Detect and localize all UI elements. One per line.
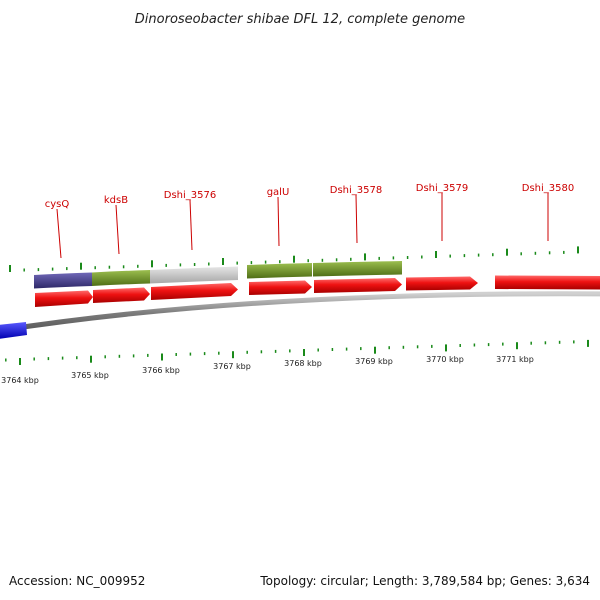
cds-arrow-kdsb	[93, 287, 150, 303]
cds-arrow-dshi3578	[314, 278, 402, 293]
scale-labels: 3764 kbp 3765 kbp 3766 kbp 3767 kbp 3768…	[1, 355, 534, 385]
cds-arrow-dshi3576	[151, 283, 238, 300]
cds-arrow-dshi3579	[406, 276, 478, 291]
leader-line-dshi3578	[355, 194, 358, 244]
gene-label-dshi3579[interactable]: Dshi_3579	[416, 183, 468, 194]
cds-arrow-galu	[249, 280, 312, 295]
cog-block-dshi3576	[150, 266, 238, 284]
gene-label-cysq[interactable]: cysQ	[45, 199, 70, 210]
scale-label-3765: 3765 kbp	[71, 371, 109, 380]
cds-arrow-dshi3580	[495, 275, 600, 290]
cog-track	[34, 261, 402, 289]
gene-label-kdsb[interactable]: kdsB	[104, 195, 128, 206]
cds-arrow-cysq	[35, 290, 93, 307]
gene-label-leaders	[56, 193, 549, 259]
scale-label-3769: 3769 kbp	[355, 357, 393, 366]
gene-label-dshi3578[interactable]: Dshi_3578	[330, 185, 382, 196]
genome-backbone	[0, 291, 600, 333]
cog-block-galu	[247, 263, 312, 279]
inner-tick-track	[5, 339, 589, 365]
scale-label-3768: 3768 kbp	[284, 359, 322, 368]
scale-label-3767: 3767 kbp	[213, 362, 251, 371]
leader-line-galu	[277, 196, 280, 247]
leader-line-kdsb	[115, 204, 120, 255]
cds-track	[35, 275, 600, 307]
map-title: Dinoroseobacter shibae DFL 12, complete …	[135, 12, 465, 27]
leader-line-cysq	[56, 208, 62, 259]
cog-block-cysq	[34, 272, 92, 289]
outer-tick-track	[9, 246, 579, 272]
leader-line-dshi3576	[189, 199, 193, 251]
gene-labels: cysQ kdsB Dshi_3576 galU Dshi_3578 Dshi_…	[45, 183, 574, 210]
scale-label-3764: 3764 kbp	[1, 376, 39, 385]
cog-block-kdsb	[92, 270, 150, 286]
scale-label-3770: 3770 kbp	[426, 355, 464, 364]
scale-label-3771: 3771 kbp	[496, 355, 534, 364]
gene-label-galu[interactable]: galU	[267, 187, 290, 198]
cog-block-dshi3578	[313, 261, 402, 277]
gene-label-dshi3580[interactable]: Dshi_3580	[522, 183, 574, 194]
scale-label-3766: 3766 kbp	[142, 366, 180, 375]
gene-label-dshi3576[interactable]: Dshi_3576	[164, 190, 216, 201]
genome-summary-text: Topology: circular; Length: 3,789,584 bp…	[260, 574, 590, 588]
accession-text: Accession: NC_009952	[9, 574, 146, 588]
feature-blue-block	[0, 322, 27, 339]
